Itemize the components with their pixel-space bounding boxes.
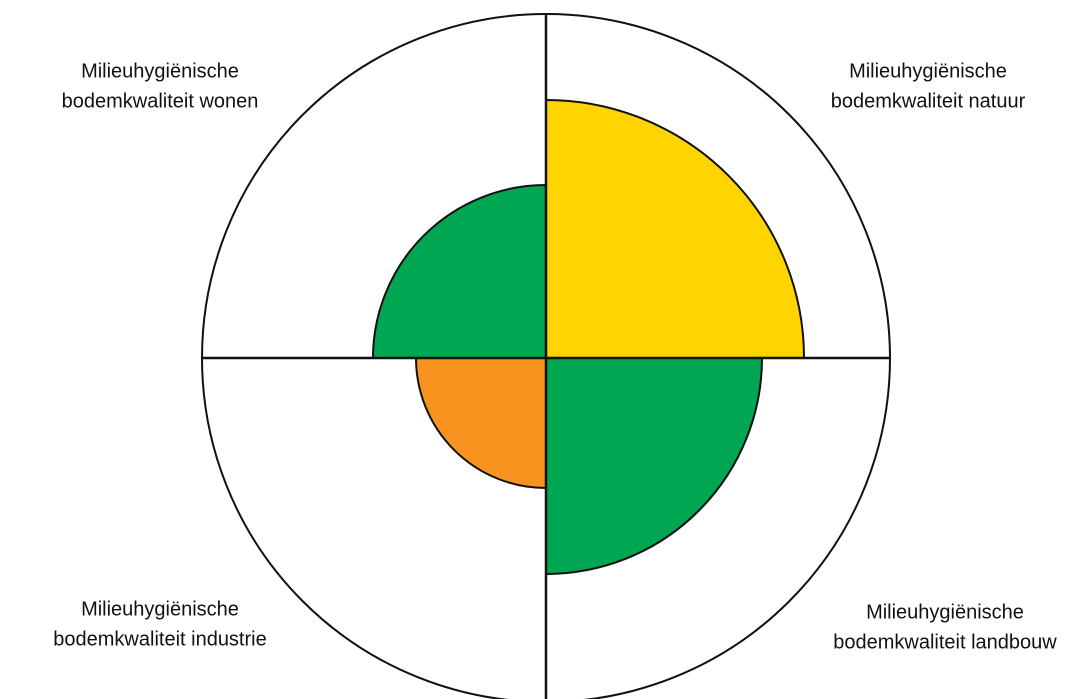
label-line: Milieuhygiënische [866, 601, 1024, 623]
label-line: bodemkwaliteit wonen [62, 90, 259, 112]
sector-industrie [414, 357, 547, 490]
label-line: Milieuhygiënische [81, 60, 239, 82]
label-line: Milieuhygiënische [81, 598, 239, 620]
label-line: bodemkwaliteit industrie [53, 628, 266, 650]
label-line: bodemkwaliteit landbouw [833, 631, 1057, 653]
sector-wonen [371, 183, 547, 359]
sector-natuur [545, 98, 806, 359]
sector-landbouw [545, 357, 764, 576]
label-line: bodemkwaliteit natuur [831, 90, 1026, 112]
label-line: Milieuhygiënische [849, 60, 1007, 82]
